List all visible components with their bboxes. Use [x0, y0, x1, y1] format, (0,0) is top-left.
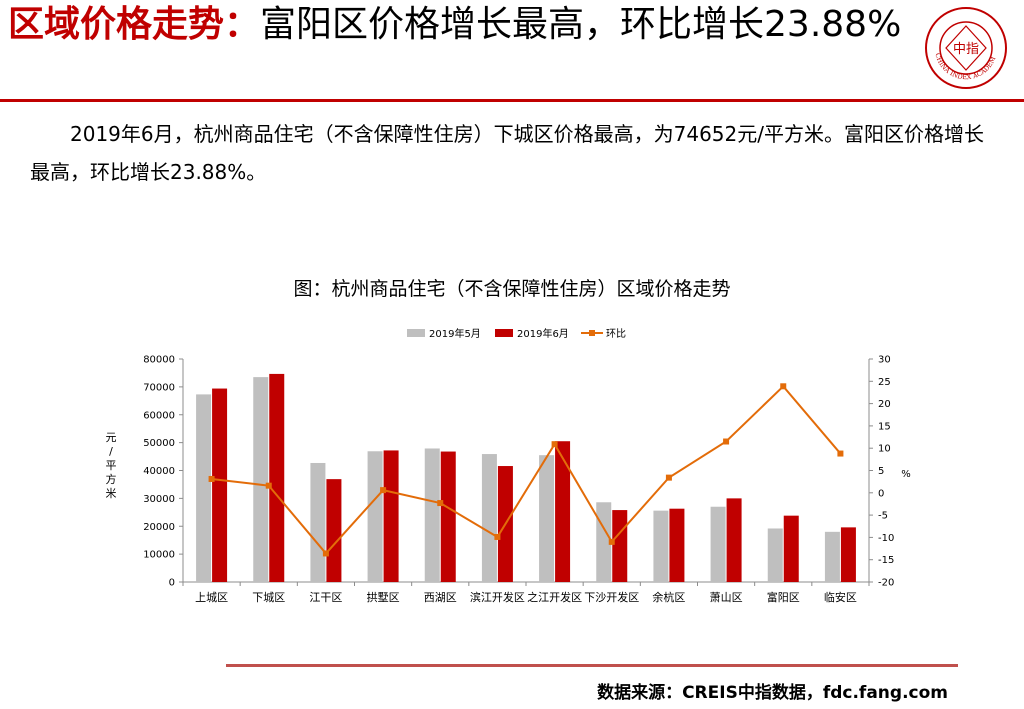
y-axis-label-char: 米	[106, 487, 117, 500]
mom-point	[265, 482, 272, 489]
left-axis-tick-label: 50000	[143, 438, 175, 449]
mom-point	[837, 450, 844, 457]
x-axis-category-label: 拱墅区	[367, 590, 400, 604]
right-axis-tick-label: 30	[878, 355, 891, 366]
logo-text: 中指	[953, 42, 979, 57]
right-axis-tick-label: -15	[878, 555, 894, 566]
mom-point	[437, 500, 444, 507]
x-axis-category-label: 西湖区	[424, 591, 457, 604]
bar-june	[326, 479, 342, 582]
title-text: 富阳区价格增长最高，环比增长23.88%	[260, 4, 902, 45]
china-index-academy-logo: 中指 CHINA INDEX ACADEMY	[924, 6, 1007, 89]
right-axis-tick-label: -5	[878, 511, 888, 522]
x-axis-category-label: 下沙开发区	[584, 590, 639, 604]
mom-point	[322, 550, 329, 557]
legend-swatch	[495, 329, 513, 337]
bar-may	[196, 394, 212, 582]
mom-point	[723, 438, 730, 445]
bar-may	[653, 510, 669, 582]
page-title: 区域价格走势：富阳区价格增长最高，环比增长23.88%	[8, 2, 908, 48]
mom-point	[551, 441, 558, 448]
x-axis-category-label: 萧山区	[710, 591, 743, 604]
mom-point	[665, 474, 672, 481]
mom-point	[208, 475, 215, 482]
left-axis-tick-label: 0	[169, 578, 175, 589]
bar-june	[783, 515, 799, 582]
bar-june	[383, 450, 399, 582]
bar-may	[481, 454, 497, 582]
bar-june	[212, 388, 228, 582]
x-axis-category-label: 滨江开发区	[470, 590, 525, 604]
left-axis-tick-label: 70000	[143, 382, 175, 393]
right-axis-tick-label: -20	[878, 578, 894, 589]
mom-point	[494, 533, 501, 540]
bar-june	[269, 373, 285, 582]
x-axis-category-label: 下城区	[252, 591, 285, 604]
bar-may	[767, 528, 783, 582]
legend-label: 环比	[606, 328, 626, 340]
left-axis-tick-label: 10000	[143, 550, 175, 561]
bar-may	[710, 506, 726, 582]
mom-line	[211, 384, 842, 555]
x-axis-category-label: 余杭区	[652, 590, 685, 604]
left-axis-tick-label: 30000	[143, 494, 175, 505]
x-axis-category-label: 之江开发区	[527, 590, 582, 604]
bar-june	[440, 451, 456, 582]
right-axis-tick-label: 20	[878, 399, 891, 410]
title-highlight: 区域价格走势：	[8, 4, 261, 45]
y-axis-label-char: 平	[106, 459, 117, 472]
right-axis-tick-label: 5	[878, 466, 884, 477]
bar-may	[539, 455, 555, 582]
bar-june	[840, 527, 856, 582]
legend-marker	[589, 330, 595, 336]
left-axis-tick-label: 80000	[143, 355, 175, 366]
bar-june	[726, 498, 742, 582]
chart-title: 图：杭州商品住宅（不含保障性住房）区域价格走势	[293, 278, 731, 300]
bar-may	[367, 451, 383, 582]
left-axis-tick-label: 20000	[143, 522, 175, 533]
x-axis-category-label: 富阳区	[767, 590, 800, 604]
right-axis-tick-label: 25	[878, 377, 891, 388]
data-source: 数据来源：CREIS中指数据，fdc.fang.com	[597, 683, 948, 703]
x-axis-category-label: 临安区	[824, 590, 857, 604]
legend-label: 2019年6月	[517, 327, 569, 340]
bar-june	[555, 441, 571, 582]
y-axis-label-char: 元	[106, 431, 117, 444]
right-axis-tick-label: 15	[878, 421, 891, 432]
left-axis-tick-label: 60000	[143, 410, 175, 421]
y-axis-label-char: 方	[106, 472, 117, 486]
bar-june	[612, 510, 628, 582]
y2-axis-label: %	[901, 469, 911, 480]
footer-divider	[226, 664, 958, 667]
bar-may	[824, 531, 840, 582]
summary-paragraph: 2019年6月，杭州商品住宅（不含保障性住房）下城区价格最高，为74652元/平…	[30, 122, 984, 184]
y-axis-label-char: /	[109, 445, 113, 458]
header-divider	[0, 99, 1024, 102]
bar-june	[669, 508, 685, 582]
mom-point	[380, 487, 387, 494]
right-axis-tick-label: 10	[878, 444, 891, 455]
right-axis-tick-label: -10	[878, 533, 894, 544]
mom-point	[780, 383, 787, 390]
mom-point	[608, 538, 615, 545]
legend-swatch	[407, 329, 425, 337]
bar-may	[424, 448, 440, 582]
left-axis-tick-label: 40000	[143, 466, 175, 477]
x-axis-category-label: 江干区	[309, 591, 342, 604]
right-axis-tick-label: 0	[878, 488, 884, 499]
bar-may	[310, 462, 326, 582]
legend-label: 2019年5月	[429, 327, 481, 340]
bar-may	[253, 377, 269, 582]
x-axis-category-label: 上城区	[195, 591, 228, 604]
